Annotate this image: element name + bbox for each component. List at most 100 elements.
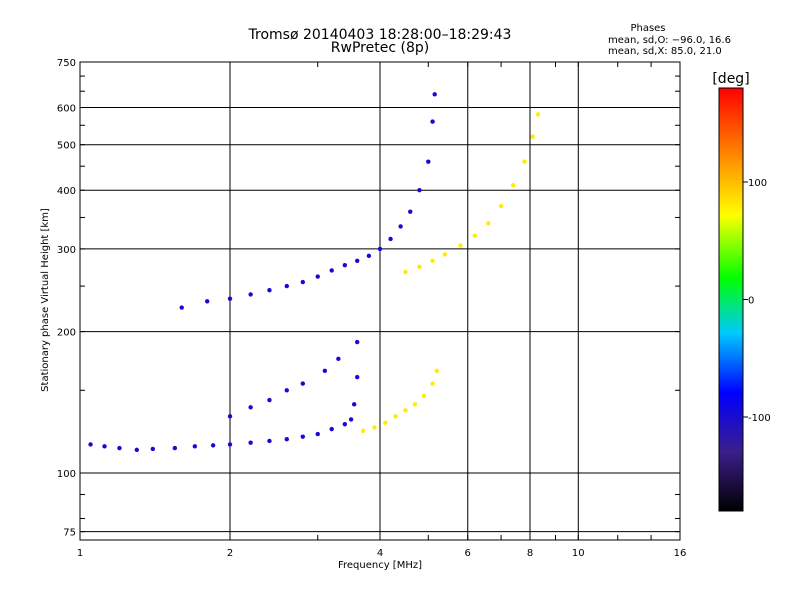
data-point-o <box>210 443 216 448</box>
x-tick-label: 6 <box>465 548 471 559</box>
data-point-o <box>267 438 272 444</box>
x-tick-label: 8 <box>527 548 533 559</box>
y-tick-label: 500 <box>57 141 76 152</box>
data-point-o <box>342 422 348 427</box>
data-point-x <box>412 402 418 407</box>
data-point-o <box>88 442 93 447</box>
data-point-o <box>284 283 289 289</box>
data-point-x <box>430 381 435 386</box>
data-point-o <box>179 305 184 310</box>
y-axis-label: Stationary phase Virtual Height [km] <box>40 208 51 392</box>
data-point-x <box>403 408 408 413</box>
data-point-o <box>267 288 272 293</box>
colorbar-tick-label: -100 <box>748 413 771 424</box>
stats-line-x: mean, sd,X: 85.0, 21.0 <box>608 46 722 57</box>
colorbar-label: [deg] <box>712 71 749 87</box>
data-point-o <box>377 246 383 252</box>
y-tick-label: 400 <box>57 186 76 197</box>
data-point-o <box>134 447 139 453</box>
colorbar-ticks: 100 0 -100 <box>743 178 771 424</box>
data-point-o <box>329 268 334 273</box>
colorbar-tick-label: 100 <box>748 178 767 189</box>
data-point-o <box>117 445 122 451</box>
data-point-x <box>417 264 422 269</box>
data-point-x <box>472 233 478 238</box>
colorbar-tick-label: 0 <box>748 296 754 307</box>
data-points <box>88 92 541 453</box>
data-point-o <box>417 188 422 193</box>
data-point-o <box>248 440 253 445</box>
data-point-o <box>227 442 233 447</box>
data-point-o <box>172 445 178 451</box>
grid-lines <box>80 62 680 540</box>
data-point-o <box>102 444 107 449</box>
data-point-x <box>383 420 388 425</box>
data-point-x <box>434 368 439 374</box>
chart-subtitle: RwPretec (8p) <box>331 40 429 56</box>
data-point-x <box>403 269 408 275</box>
data-point-o <box>248 292 253 297</box>
data-point-x <box>510 182 516 188</box>
x-tick-label: 4 <box>377 548 383 559</box>
data-point-o <box>388 236 393 242</box>
data-point-o <box>248 405 253 410</box>
data-point-o <box>348 417 354 422</box>
data-point-x <box>360 428 366 433</box>
stats-line-o: mean, sd,O: −96.0, 16.6 <box>608 35 731 46</box>
data-point-o <box>329 426 334 432</box>
data-point-x <box>522 159 527 164</box>
data-point-x <box>372 425 377 430</box>
y-tick-label: 75 <box>63 528 76 539</box>
data-point-o <box>354 258 360 264</box>
data-point-o <box>426 159 431 164</box>
data-point-o <box>354 339 360 345</box>
data-point-o <box>204 299 210 304</box>
data-point-o <box>300 434 306 439</box>
data-point-o <box>366 253 372 259</box>
data-point-o <box>430 119 435 124</box>
data-point-o <box>336 356 341 362</box>
colorbar <box>718 87 744 512</box>
y-tick-label: 200 <box>57 328 76 339</box>
data-point-x <box>421 393 427 399</box>
data-point-x <box>530 134 535 139</box>
data-point-o <box>227 414 233 419</box>
data-point-o <box>300 279 306 285</box>
data-point-x <box>458 243 463 248</box>
data-point-o <box>322 368 328 374</box>
data-point-o <box>192 444 198 449</box>
data-point-o <box>354 374 360 380</box>
y-tick-label: 750 <box>57 58 76 69</box>
data-point-x <box>393 414 398 419</box>
data-point-o <box>351 402 357 407</box>
data-point-x <box>442 252 448 257</box>
chart-title: Tromsø 20140403 18:28:00–18:29:43 <box>248 27 512 43</box>
stats-heading: Phases <box>630 23 665 34</box>
axis-ticks: 1 2 4 6 8 10 16 75 100 200 300 400 500 600 750 <box>57 58 686 559</box>
x-tick-label: 1 <box>77 548 83 559</box>
y-tick-label: 600 <box>57 104 76 115</box>
data-point-o <box>398 224 403 229</box>
x-axis-label: Frequency [MHz] <box>338 560 422 571</box>
data-point-o <box>342 262 348 268</box>
data-point-x <box>430 258 435 264</box>
data-point-x <box>535 112 541 117</box>
data-point-o <box>267 397 272 403</box>
data-point-o <box>408 209 413 214</box>
data-point-o <box>150 446 156 452</box>
x-tick-label: 16 <box>674 548 687 559</box>
data-point-o <box>315 274 320 279</box>
x-tick-label: 10 <box>572 548 585 559</box>
x-tick-label: 2 <box>227 548 233 559</box>
data-point-o <box>315 431 320 437</box>
data-point-o <box>284 388 289 393</box>
data-point-o <box>432 92 437 97</box>
data-point-x <box>498 203 504 209</box>
data-point-o <box>227 296 233 301</box>
y-tick-label: 300 <box>57 245 76 256</box>
data-point-x <box>486 221 491 226</box>
data-point-o <box>284 437 289 442</box>
y-tick-label: 100 <box>57 469 76 480</box>
data-point-o <box>300 381 306 386</box>
